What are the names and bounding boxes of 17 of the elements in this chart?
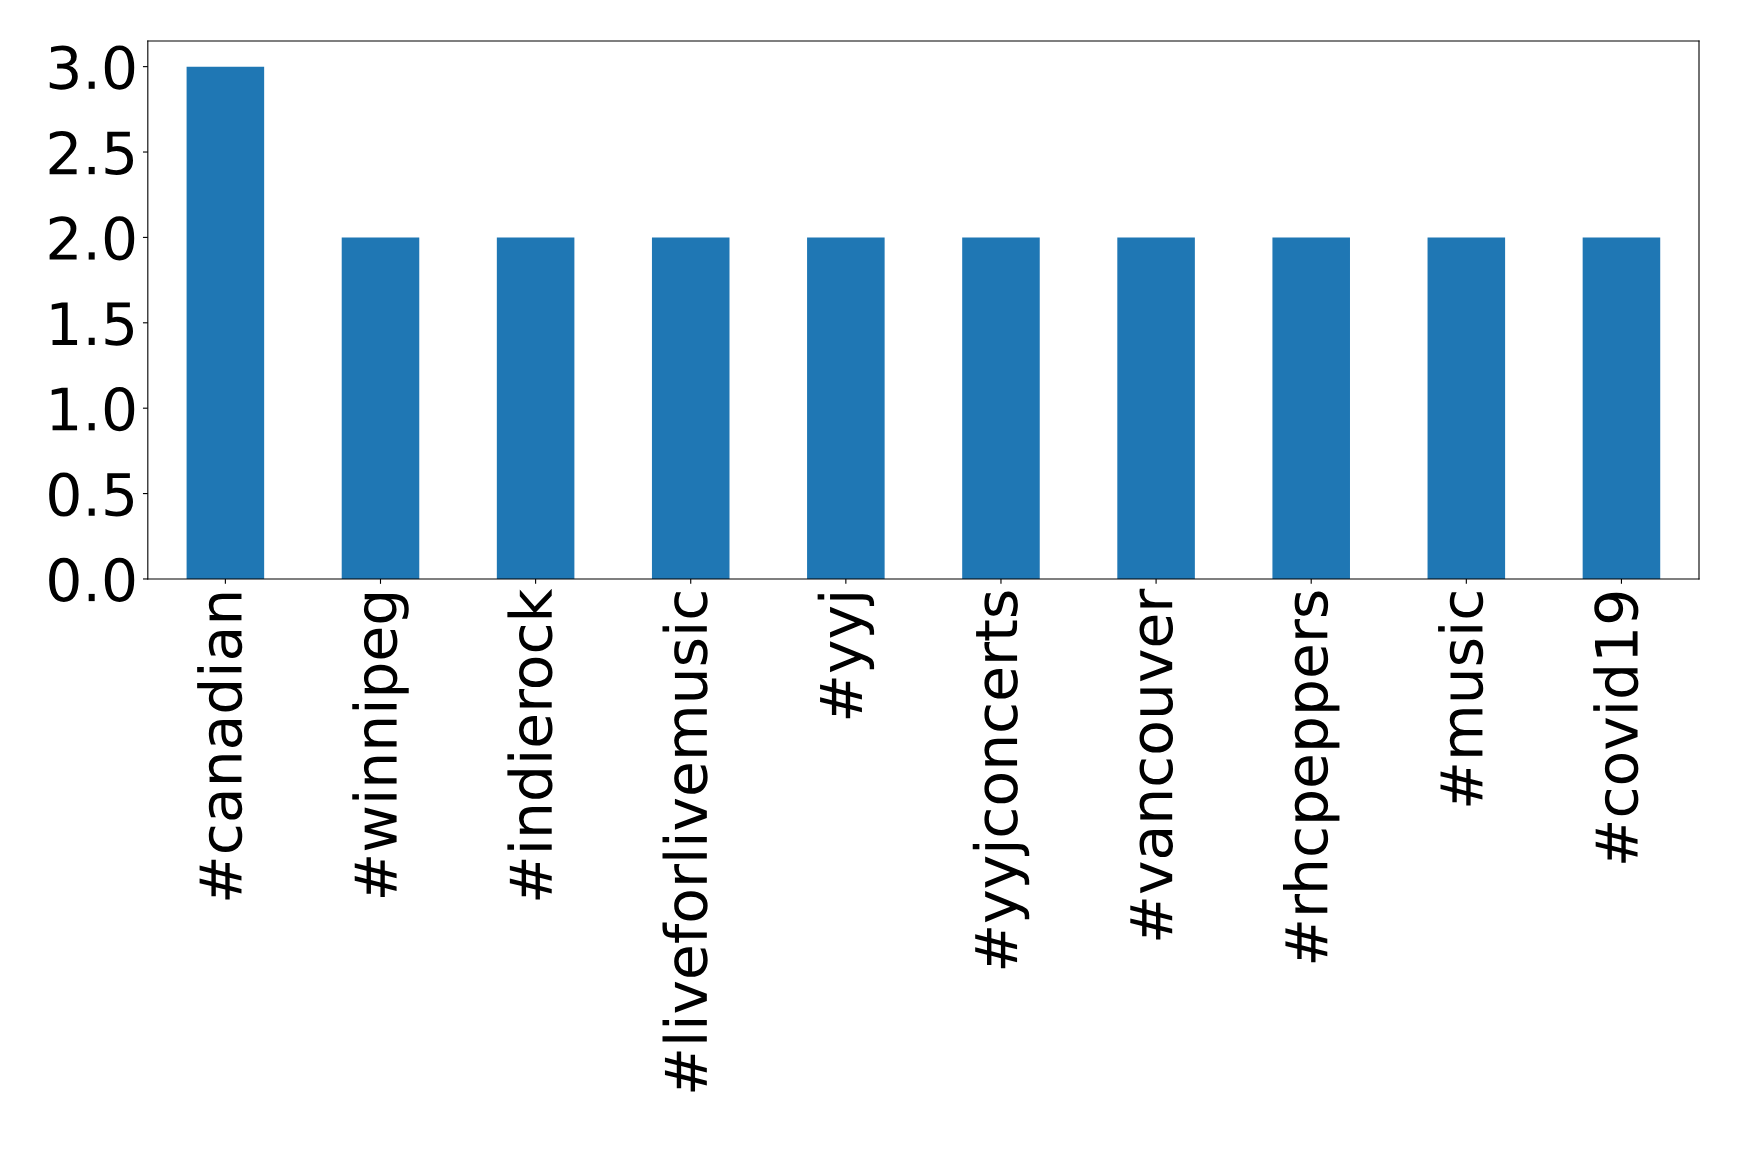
y-tick-label: 0.5 bbox=[49, 472, 133, 517]
y-tick-label: 3.0 bbox=[49, 45, 135, 90]
y-tick-label: 2.5 bbox=[49, 130, 133, 176]
x-tick-label: #music bbox=[1438, 592, 1484, 806]
x-tick-label: #canadian bbox=[197, 593, 243, 900]
x-tick-label: #indierock bbox=[507, 588, 553, 900]
y-tick-label: 1.0 bbox=[51, 387, 135, 432]
x-tick-label: #yyjconcerts bbox=[972, 591, 1030, 969]
y-tick-label: 0.0 bbox=[49, 557, 135, 602]
x-tick-label: #covid19 bbox=[1593, 592, 1639, 863]
y-tick-label: 1.5 bbox=[51, 302, 133, 346]
x-tick-label: #yyj bbox=[817, 594, 875, 719]
x-tick-label: #liveforlivemusic bbox=[662, 592, 708, 1092]
x-tick-label: #rhcpeppers bbox=[1282, 591, 1340, 963]
x-tick-label: #vancouver bbox=[1130, 588, 1174, 940]
y-tick-label: 2.0 bbox=[49, 216, 135, 261]
x-tick-label: #winnipeg bbox=[352, 594, 409, 898]
